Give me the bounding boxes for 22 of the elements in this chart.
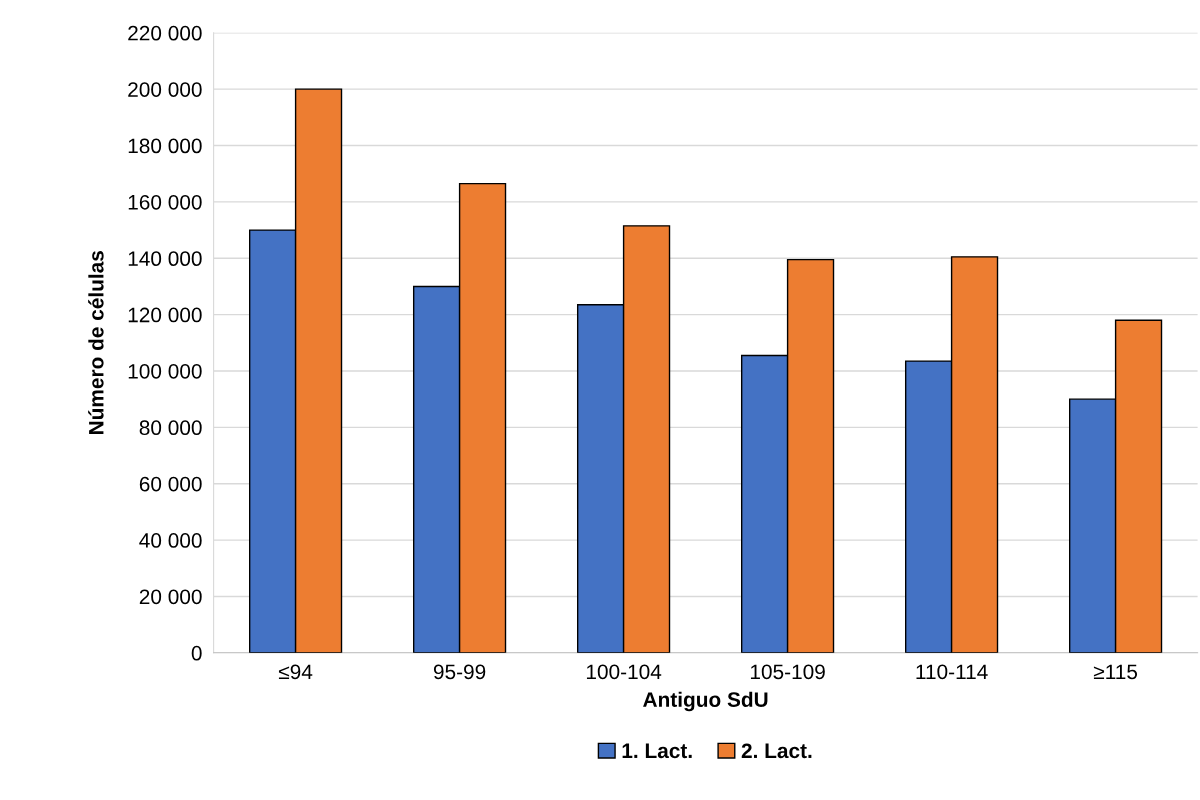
y-tick-label: 160 000: [128, 194, 202, 210]
x-tick-label: ≤94: [278, 664, 313, 680]
y-tick-label: 0: [191, 645, 202, 661]
y-tick-label: 20 000: [139, 589, 202, 605]
y-tick-label: 220 000: [128, 25, 202, 41]
y-tick-label: 100 000: [128, 363, 202, 379]
legend-label: 2. Lact.: [741, 743, 812, 759]
x-tick-label: 105-109: [750, 664, 825, 680]
x-tick-label: 95-99: [433, 664, 486, 680]
x-tick-label: 110-114: [916, 664, 988, 680]
y-tick-label: 180 000: [128, 138, 202, 154]
y-tick-label: 80 000: [139, 420, 202, 436]
y-axis-title: Número de células: [88, 251, 104, 435]
x-tick-label: 100-104: [586, 664, 662, 680]
x-axis-title: Antiguo SdU: [643, 691, 768, 712]
y-tick-label: 40 000: [139, 533, 202, 548]
y-tick-label: 60 000: [139, 476, 202, 492]
legend-label: 1. Lact.: [622, 743, 692, 759]
y-tick-label: 120 000: [128, 307, 202, 323]
y-tick-label: 140 000: [128, 251, 202, 267]
y-tick-label: 200 000: [128, 82, 202, 97]
x-tick-label: ≥115: [1093, 664, 1138, 680]
